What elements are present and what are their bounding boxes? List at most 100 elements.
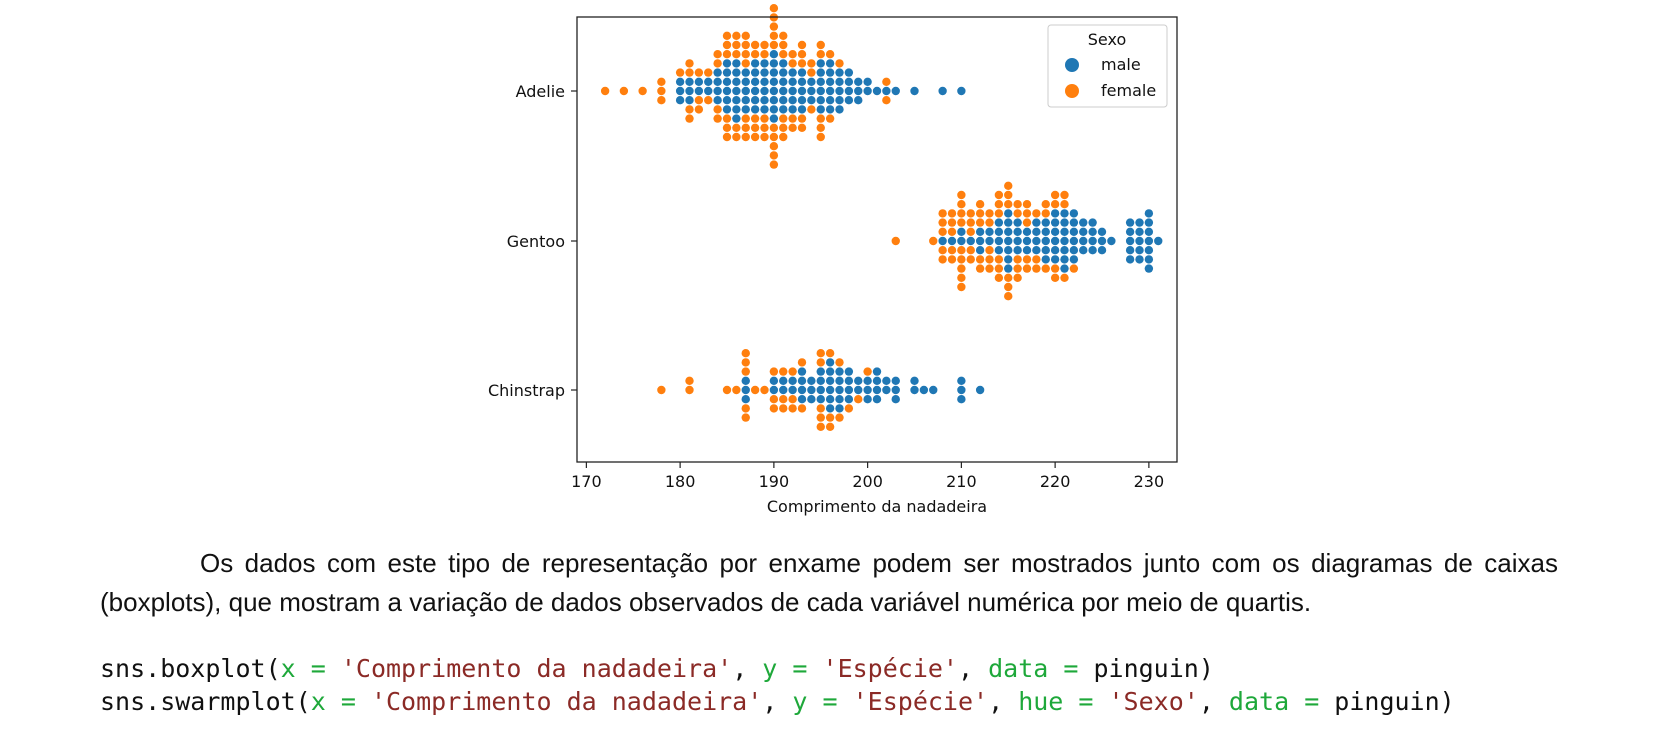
point-male-adelie [750, 96, 760, 105]
point-male-adelie [797, 77, 807, 87]
point-male-adelie [863, 86, 872, 96]
point-female-adelie [722, 40, 732, 50]
point-female-gentoo [1004, 190, 1013, 200]
point-male-gentoo [1135, 246, 1144, 255]
point-male-adelie [760, 105, 769, 114]
point-male-gentoo [1069, 246, 1079, 255]
point-female-gentoo [957, 282, 966, 292]
point-male-adelie [675, 96, 685, 105]
point-female-adelie [732, 40, 741, 50]
point-male-gentoo [1050, 218, 1060, 227]
point-male-adelie [685, 77, 694, 87]
point-male-chinstrap [957, 395, 966, 404]
point-female-adelie [722, 114, 732, 123]
point-male-gentoo [1060, 218, 1069, 227]
code-token: x [310, 687, 326, 716]
point-male-adelie [685, 96, 694, 105]
point-male-gentoo [1004, 209, 1013, 218]
point-male-adelie [797, 105, 807, 114]
point-female-gentoo [938, 218, 947, 227]
point-male-gentoo [1032, 218, 1041, 227]
point-female-chinstrap [732, 385, 741, 395]
point-male-gentoo [1050, 236, 1060, 246]
point-male-adelie [779, 59, 788, 68]
point-male-chinstrap [844, 395, 854, 404]
point-male-gentoo [1107, 236, 1116, 246]
point-male-adelie [722, 96, 732, 105]
point-female-gentoo [1022, 255, 1032, 264]
code-block: sns.boxplot(x = 'Comprimento da nadadeir… [100, 652, 1455, 718]
point-male-adelie [722, 105, 732, 114]
point-female-adelie [760, 40, 769, 50]
point-female-gentoo [975, 200, 985, 209]
point-female-adelie [797, 40, 807, 50]
point-male-adelie [713, 96, 722, 105]
point-female-adelie [769, 151, 779, 160]
point-male-gentoo [975, 246, 985, 255]
point-female-adelie [713, 114, 722, 123]
point-female-gentoo [994, 273, 1004, 282]
point-female-adelie [816, 123, 825, 132]
point-male-chinstrap [807, 376, 816, 385]
point-male-adelie [741, 96, 750, 105]
point-female-adelie [713, 50, 722, 59]
point-female-adelie [619, 86, 629, 96]
code-token: x [280, 654, 296, 683]
point-male-adelie [957, 86, 966, 96]
point-female-gentoo [975, 209, 985, 218]
point-female-gentoo [985, 264, 994, 273]
point-male-adelie [713, 86, 722, 96]
point-male-adelie [732, 68, 741, 77]
point-female-adelie [769, 22, 779, 31]
point-female-chinstrap [741, 413, 750, 422]
point-male-chinstrap [882, 385, 891, 395]
point-female-gentoo [957, 264, 966, 273]
point-male-adelie [750, 86, 760, 96]
point-female-adelie [816, 114, 825, 123]
point-male-gentoo [1022, 227, 1032, 236]
point-female-gentoo [938, 246, 947, 255]
point-female-adelie [600, 86, 610, 96]
point-female-adelie [788, 123, 797, 132]
point-male-adelie [675, 86, 685, 96]
point-female-adelie [807, 105, 816, 114]
point-male-adelie [797, 86, 807, 96]
point-male-adelie [882, 86, 891, 96]
point-female-gentoo [1013, 209, 1022, 218]
point-female-gentoo [1060, 190, 1069, 200]
point-male-adelie [835, 77, 844, 87]
point-male-gentoo [1032, 227, 1041, 236]
point-male-gentoo [1013, 236, 1022, 246]
point-female-gentoo [1022, 264, 1032, 273]
point-female-adelie [657, 86, 666, 96]
point-female-adelie [694, 68, 704, 77]
point-male-chinstrap [844, 385, 854, 395]
point-male-chinstrap [825, 404, 835, 413]
point-female-gentoo [1060, 273, 1069, 282]
point-female-gentoo [975, 255, 985, 264]
point-male-adelie [788, 68, 797, 77]
point-female-gentoo [975, 218, 985, 227]
point-male-adelie [816, 68, 825, 77]
point-female-adelie [685, 105, 694, 114]
code-token: = [1289, 687, 1335, 716]
point-female-chinstrap [788, 404, 797, 413]
point-female-chinstrap [788, 367, 797, 376]
point-male-chinstrap [863, 385, 872, 395]
body-paragraph: Os dados com este tipo de representação … [100, 544, 1558, 622]
point-female-gentoo [966, 255, 975, 264]
code-token: , [762, 687, 793, 716]
point-female-adelie [797, 114, 807, 123]
point-male-gentoo [1135, 218, 1144, 227]
point-male-adelie [835, 96, 844, 105]
code-token: = [325, 687, 371, 716]
point-female-adelie [769, 160, 779, 169]
code-line: sns.swarmplot(x = 'Comprimento da nadade… [100, 685, 1455, 718]
point-male-adelie [732, 77, 741, 87]
point-male-chinstrap [882, 376, 891, 385]
point-female-gentoo [929, 236, 938, 246]
point-male-adelie [769, 86, 779, 96]
point-female-adelie [882, 96, 891, 105]
point-female-adelie [694, 105, 704, 114]
point-male-chinstrap [835, 367, 844, 376]
